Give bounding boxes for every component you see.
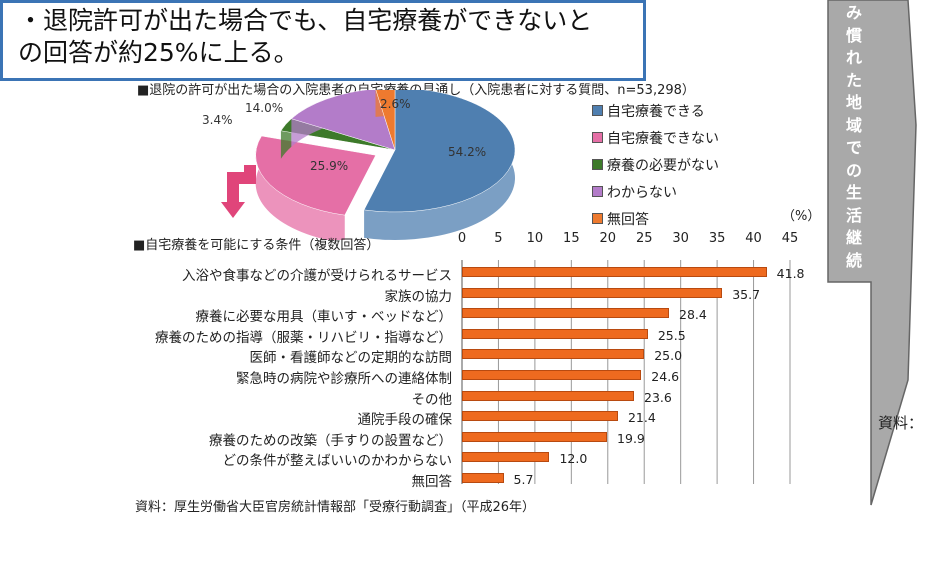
bar <box>462 473 504 483</box>
unit-label: （%） <box>782 209 821 224</box>
bar-title: ■自宅療養を可能にする条件（複数回答） <box>133 238 380 253</box>
bar-value-label: 35.7 <box>732 286 761 302</box>
legend-item: 無回答 <box>592 209 649 229</box>
category-label: 緊急時の病院や診療所への連絡体制 <box>236 371 452 387</box>
x-tick-label: 25 <box>635 231 653 246</box>
legend-label: 療養の必要がない <box>607 158 719 174</box>
legend-item: 自宅療養できる <box>592 101 705 121</box>
banner-char: れ <box>845 48 862 67</box>
pie-data-label: 3.4% <box>202 113 233 127</box>
pie-slice <box>290 90 396 151</box>
x-tick-label: 5 <box>494 231 503 246</box>
banner-char: 続 <box>845 250 862 270</box>
banner-char: み <box>845 3 862 22</box>
flow-arrow-shape <box>827 0 917 506</box>
legend-swatch-icon <box>592 105 603 116</box>
legend-item: わからない <box>592 182 677 202</box>
pie-data-label: 14.0% <box>245 101 283 115</box>
banner-char: 慣 <box>845 25 862 45</box>
pie-data-label: 2.6% <box>380 97 411 111</box>
category-label: 医師・看護師などの定期的な訪問 <box>249 350 453 367</box>
category-label: どの条件が整えばいいのかわからない <box>222 453 453 470</box>
bar <box>462 349 645 360</box>
category-label: 通院手段の確保 <box>357 412 453 429</box>
headline-box: ・退院許可が出た場合でも、自宅療養ができないと の回答が約25%に上る。 <box>0 0 646 81</box>
pie-slice <box>255 135 377 240</box>
legend-label: 自宅療養できない <box>607 131 719 147</box>
bar-value-label: 19.9 <box>617 430 645 446</box>
banner-char: 地 <box>845 93 862 112</box>
bar <box>462 328 648 339</box>
bar <box>462 411 618 422</box>
bar <box>462 431 608 442</box>
legend-item: 自宅療養できない <box>592 128 719 148</box>
banner-char: 生 <box>845 183 862 202</box>
legend-swatch-icon <box>592 186 603 197</box>
category-label: その他 <box>411 391 453 408</box>
banner-char: で <box>845 138 862 157</box>
down-arrow-icon <box>221 165 256 218</box>
legend-swatch-icon <box>592 213 603 224</box>
banner-char: 域 <box>845 115 862 135</box>
bar <box>462 267 767 277</box>
legend-item: 療養の必要がない <box>592 155 719 175</box>
bar <box>462 287 723 298</box>
bar-value-label: 12.0 <box>559 451 588 467</box>
pie-data-label: 25.9% <box>310 159 348 173</box>
bar-value-label: 25.5 <box>657 327 686 343</box>
x-tick-label: 10 <box>526 231 544 246</box>
headline-line-2: の回答が約25%に上る。 <box>18 38 299 67</box>
legend-label: 自宅療養できる <box>607 104 705 120</box>
side-banner-text: み慣れた地域での生活継続 <box>830 2 878 272</box>
x-tick-label: 20 <box>599 231 617 246</box>
bar-value-label: 24.6 <box>651 369 680 384</box>
pie-chart: 54.2% 25.9% 3.4% 14.0% 2.6% <box>202 90 516 240</box>
banner-char: た <box>845 70 862 90</box>
x-tick-label: 40 <box>745 231 762 246</box>
banner-char: 活 <box>845 205 862 225</box>
category-label: 療養のための改築（手すりの設置など） <box>209 432 452 449</box>
category-label: 療養のための指導（服薬・リハビリ・指導など） <box>155 329 452 346</box>
category-label: 家族の協力 <box>384 288 453 305</box>
bar <box>462 308 669 319</box>
x-tick-label: 0 <box>457 231 467 246</box>
legend-swatch-icon <box>592 132 603 143</box>
bar-value-label: 28.4 <box>679 307 707 323</box>
pie-data-label: 54.2% <box>448 145 486 159</box>
bar <box>462 452 550 463</box>
legend-swatch-icon <box>592 159 603 170</box>
bar-value-label: 5.7 <box>513 472 534 487</box>
banner-char: の <box>845 160 862 180</box>
pie-slice <box>363 90 516 240</box>
x-tick-label: 45 <box>781 231 799 246</box>
legend-label: わからない <box>607 185 677 201</box>
category-label: 無回答 <box>411 474 453 490</box>
pie-slice <box>375 90 396 151</box>
headline-line-1: ・退院許可が出た場合でも、自宅療養ができないと <box>18 6 593 35</box>
bar-value-label: 25.0 <box>654 348 683 364</box>
x-tick-label: 15 <box>563 231 580 246</box>
bar-value-label: 41.8 <box>776 266 805 281</box>
bar-value-label: 23.6 <box>644 389 672 405</box>
category-label: 入浴や食事などの介護が受けられるサービス <box>182 268 452 284</box>
bar-value-label: 21.4 <box>627 410 656 426</box>
source-note: 資料：厚生労働省大臣官房統計情報部「受療行動調査」（平成26年） <box>135 500 536 515</box>
x-tick-label: 35 <box>708 231 726 246</box>
bar <box>462 370 642 380</box>
banner-char: 継 <box>845 228 862 247</box>
legend-label: 無回答 <box>607 212 649 228</box>
x-tick-label: 30 <box>672 231 689 246</box>
bar <box>462 390 635 401</box>
category-label: 療養に必要な用具（車いす・ベッドなど） <box>195 309 453 326</box>
side-source-label: 資料： <box>878 414 924 432</box>
